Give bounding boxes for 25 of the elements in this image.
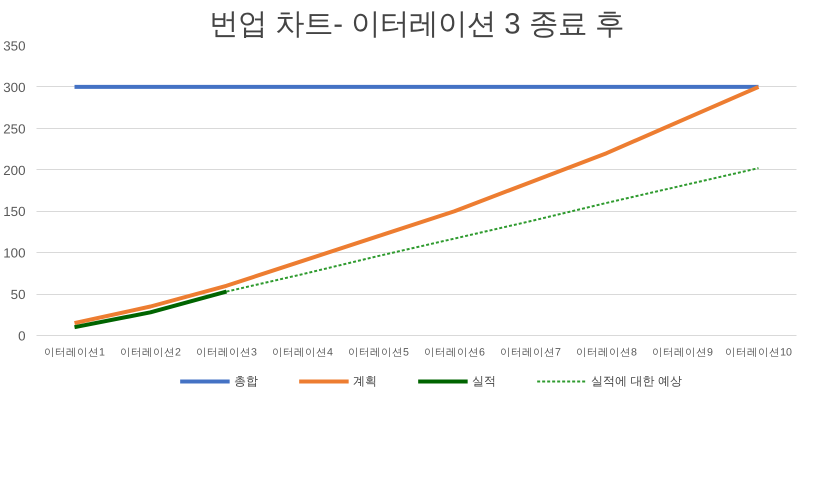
- x-tick-label: 이터레이션5: [348, 346, 410, 358]
- x-tick-label: 이터레이션1: [44, 346, 106, 358]
- y-tick-label: 350: [3, 38, 26, 54]
- y-tick-label: 50: [10, 287, 26, 302]
- x-tick-label: 이터레이션8: [576, 346, 638, 358]
- x-tick-label: 이터레이션4: [272, 346, 334, 358]
- y-tick-label: 200: [3, 162, 26, 178]
- line-series: [226, 167, 760, 293]
- legend-label: 실적: [472, 372, 496, 390]
- y-tick-label: 300: [3, 80, 26, 95]
- x-tick-label: 이터레이션9: [652, 346, 714, 358]
- x-tick-label: 이터레이션7: [500, 346, 562, 358]
- legend-label: 총합: [234, 372, 258, 390]
- x-tick-label: 이터레이션3: [196, 346, 258, 358]
- x-tick-label: 이터레이션2: [120, 346, 182, 358]
- chart-title: 번업 차트- 이터레이션 3 종료 후: [209, 8, 624, 40]
- y-tick-label: 0: [18, 328, 26, 344]
- x-tick-label: 이터레이션10: [725, 346, 792, 358]
- line-series: [72, 84, 760, 326]
- y-tick-label: 250: [3, 121, 26, 136]
- legend-label: 계획: [353, 372, 378, 390]
- y-tick-label: 100: [3, 246, 26, 261]
- x-tick-label: 이터레이션6: [424, 346, 486, 358]
- legend-label: 실적에 대한 예상: [591, 372, 682, 390]
- y-tick-label: 150: [3, 204, 26, 220]
